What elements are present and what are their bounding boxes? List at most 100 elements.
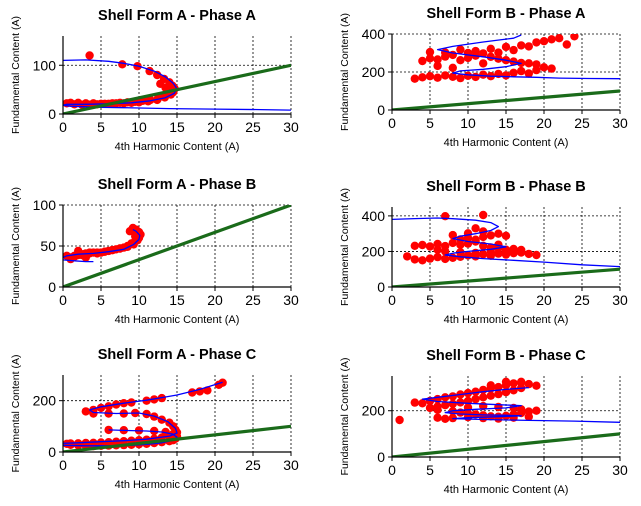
x-tick-label: 0 — [388, 115, 396, 131]
y-tick-label: 0 — [377, 279, 385, 295]
data-point — [486, 52, 495, 61]
data-point — [418, 73, 427, 82]
data-point — [479, 49, 488, 58]
data-point — [547, 64, 556, 73]
chart-panel-6: 0 5 10 15 20 25 30 0 200 Shell Form B - Phase C 4t… — [339, 348, 628, 496]
data-point — [570, 34, 579, 41]
data-point — [517, 66, 526, 76]
data-point — [433, 73, 442, 82]
trend-line — [63, 205, 291, 287]
data-point — [433, 252, 442, 262]
data-point — [494, 240, 503, 249]
data-point — [486, 391, 495, 400]
data-point — [555, 34, 564, 43]
x-tick-label: 10 — [460, 462, 476, 478]
data-point — [501, 42, 511, 52]
x-tick-label: 5 — [426, 115, 434, 131]
data-point — [395, 415, 404, 425]
y-tick-label: 0 — [377, 449, 385, 465]
x-tick-label: 20 — [536, 462, 552, 478]
chart-panel-4: 0 5 10 15 20 25 30 0 200 400 Shell Form B - Phase … — [339, 179, 628, 326]
data-point — [479, 59, 488, 68]
x-tick-label: 25 — [245, 292, 261, 308]
x-tick-label: 20 — [536, 292, 552, 308]
x-tick-label: 5 — [97, 292, 105, 308]
x-tick-label: 0 — [388, 292, 396, 308]
x-tick-label: 5 — [426, 462, 434, 478]
data-point — [410, 74, 419, 83]
data-point — [81, 407, 91, 416]
data-point — [441, 393, 450, 402]
data-point — [463, 48, 473, 58]
data-point — [509, 379, 518, 388]
model-curve — [63, 59, 291, 111]
y-tick-label: 0 — [48, 279, 56, 295]
data-point — [104, 402, 113, 411]
data-point — [486, 381, 495, 390]
model-curve — [436, 34, 620, 80]
x-tick-label: 30 — [283, 292, 299, 308]
data-point — [532, 60, 541, 69]
data-point — [425, 72, 435, 81]
y-tick-label: 200 — [362, 403, 386, 419]
data-point — [425, 54, 435, 63]
data-point — [494, 389, 503, 399]
data-point — [433, 413, 442, 422]
data-point — [448, 399, 457, 408]
data-point — [403, 252, 412, 261]
data-point — [456, 56, 465, 65]
data-point — [425, 254, 435, 263]
data-point — [494, 229, 503, 238]
x-axis-label: 4th Harmonic Content (A) — [444, 314, 569, 326]
data-point — [441, 414, 450, 423]
data-point — [509, 244, 518, 254]
data-point — [448, 392, 457, 401]
x-axis-label: 4th Harmonic Content (A) — [115, 314, 240, 326]
data-point — [486, 44, 495, 53]
data-point — [501, 71, 511, 80]
x-tick-label: 20 — [207, 119, 223, 135]
x-tick-label: 25 — [574, 462, 590, 478]
y-axis-label: Fundamental Content (A) — [10, 355, 22, 473]
y-tick-label: 0 — [48, 444, 56, 460]
x-tick-label: 25 — [245, 457, 261, 473]
data-point — [479, 393, 488, 402]
data-point — [479, 210, 488, 220]
y-tick-label: 0 — [377, 102, 385, 118]
plot-area — [392, 377, 620, 457]
data-point — [539, 63, 549, 72]
data-point — [433, 245, 442, 254]
x-axis-label: 4th Harmonic Content (A) — [444, 484, 569, 496]
x-tick-label: 10 — [131, 292, 147, 308]
chart-title: Shell Form B - Phase B — [426, 179, 586, 195]
x-tick-label: 10 — [460, 292, 476, 308]
chart-title: Shell Form A - Phase A — [98, 8, 256, 24]
x-tick-label: 30 — [612, 115, 628, 131]
model-curve — [392, 217, 620, 268]
y-tick-label: 200 — [33, 393, 57, 409]
data-point — [494, 382, 503, 392]
data-point — [479, 250, 488, 259]
data-point — [509, 386, 518, 395]
x-tick-label: 20 — [536, 115, 552, 131]
data-point — [161, 427, 170, 437]
chart-title: Shell Form B - Phase C — [426, 348, 586, 364]
model-curve — [421, 386, 620, 423]
model-curve — [63, 229, 141, 259]
data-point — [547, 35, 556, 44]
x-tick-label: 30 — [283, 457, 299, 473]
data-point — [418, 399, 427, 408]
plot-area — [63, 205, 291, 287]
data-point — [441, 71, 450, 80]
data-point — [115, 244, 125, 253]
x-axis-label: 4th Harmonic Content (A) — [444, 137, 569, 149]
x-tick-label: 10 — [131, 119, 147, 135]
data-point — [433, 55, 442, 64]
x-tick-label: 10 — [131, 457, 147, 473]
x-tick-label: 5 — [97, 457, 105, 473]
y-axis-label: Fundamental Content (A) — [10, 187, 22, 305]
x-tick-label: 0 — [59, 457, 67, 473]
chart-panel-3: 0 5 10 15 20 25 30 0 50 100 Shell Form A - Phase B… — [10, 177, 299, 326]
trend-line — [63, 424, 291, 452]
data-point — [532, 406, 541, 415]
